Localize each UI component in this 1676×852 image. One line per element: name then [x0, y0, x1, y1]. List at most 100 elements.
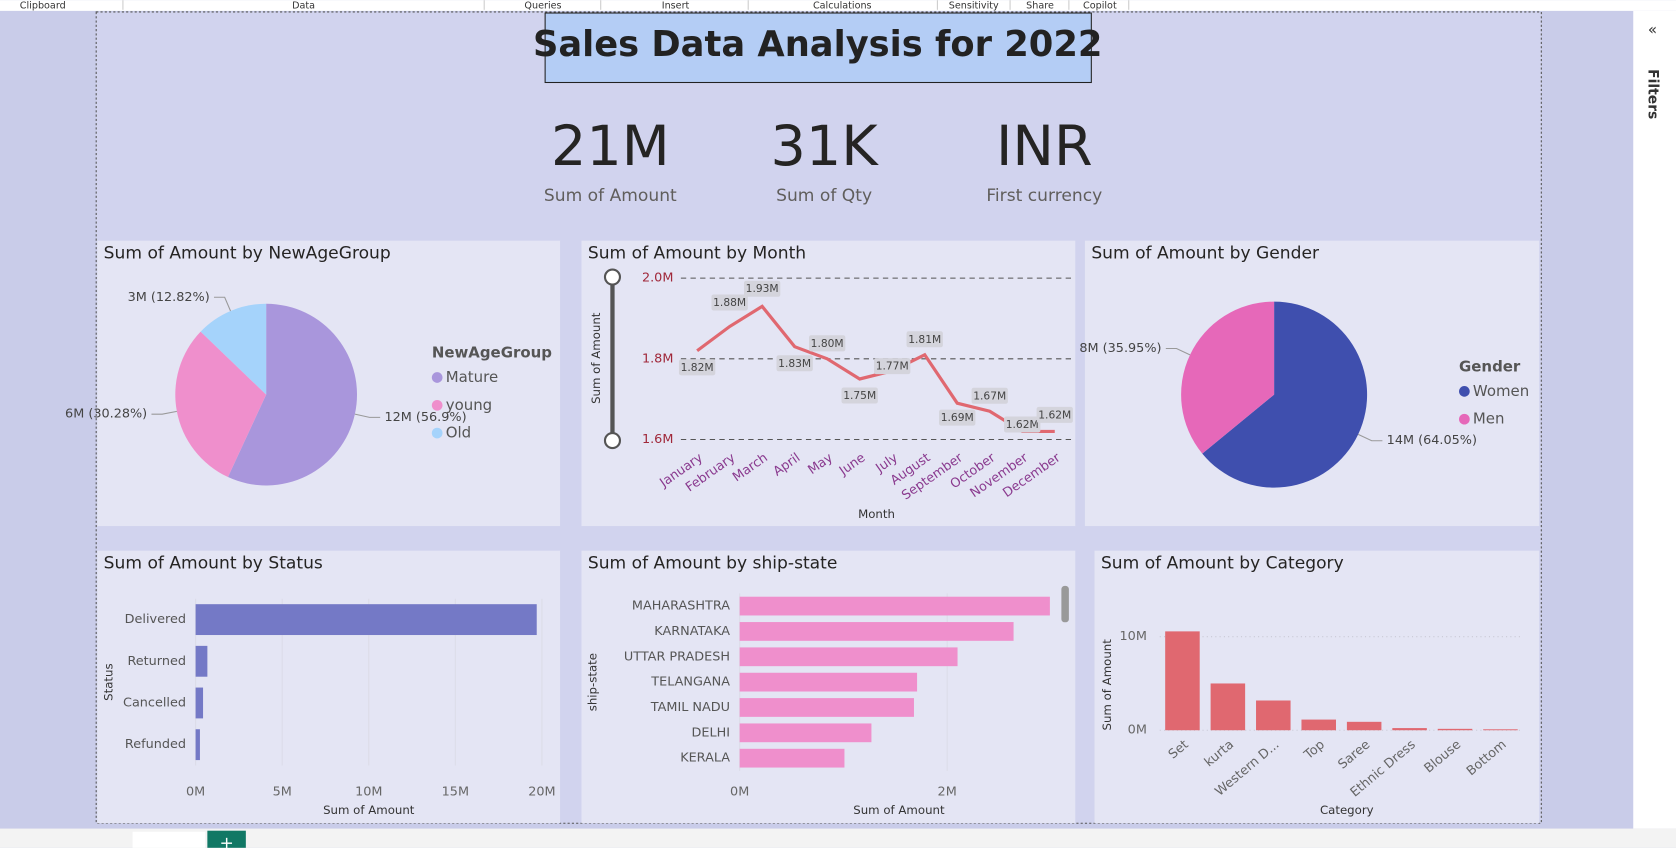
add-page-button[interactable]: [207, 830, 246, 848]
bar[interactable]: [1301, 719, 1336, 731]
y-tick-label: 1.8M: [642, 351, 673, 366]
pie-slice[interactable]: [227, 303, 358, 486]
legend-label[interactable]: Old: [446, 424, 471, 442]
ribbon-labels: Clipboard Data Queries Insert Calculations Se…: [20, 0, 1130, 12]
bar[interactable]: [1437, 728, 1473, 731]
bar[interactable]: [195, 645, 208, 677]
bar[interactable]: [1210, 683, 1246, 731]
bar[interactable]: [1483, 729, 1518, 731]
ribbon-group-label: Share: [1026, 1, 1054, 12]
data-label: 1.62M: [1006, 418, 1039, 431]
y-tick-label: Returned: [127, 654, 186, 669]
data-label: 1.77M: [876, 360, 909, 373]
legend-marker: [431, 372, 443, 383]
y-tick-label: Refunded: [125, 737, 186, 752]
x-tick-label: 5M: [273, 785, 292, 800]
charts: Sum of Amount by NewAgeGroup 12M (56.9%) 6…: [65, 240, 1540, 824]
card-label: Sum of Qty: [776, 186, 872, 206]
y-tick-label: KERALA: [680, 751, 730, 766]
data-label: 6M (30.28%): [65, 407, 147, 422]
data-label-box: [776, 355, 813, 372]
leader-line: [1165, 347, 1191, 356]
pie-slice[interactable]: [175, 331, 267, 478]
visual-title: Sum of Amount by Category: [1101, 553, 1344, 573]
card-value: INR: [996, 114, 1093, 179]
legend-label[interactable]: Women: [1473, 382, 1529, 400]
bar[interactable]: [739, 723, 872, 743]
title-box: [544, 12, 1092, 84]
x-tick-label: 15M: [442, 785, 469, 800]
legend-label[interactable]: Mature: [446, 368, 498, 386]
legend-title: NewAgeGroup: [432, 343, 552, 361]
leader-line: [213, 296, 232, 312]
data-label-box: [906, 331, 943, 348]
bar[interactable]: [195, 687, 204, 719]
x-tick-label: 2M: [938, 785, 957, 800]
y-tick-label: 2.0M: [642, 271, 673, 286]
page-tab[interactable]: [132, 831, 206, 848]
y-axis-title: Sum of Amount: [1100, 639, 1114, 731]
data-label: 1.80M: [811, 337, 844, 350]
add-icon[interactable]: +: [219, 834, 233, 852]
pie-slice[interactable]: [1181, 301, 1275, 454]
y-tick-label: 1.6M: [642, 432, 673, 447]
bar[interactable]: [195, 729, 200, 761]
x-tick-label: 20M: [528, 785, 555, 800]
bar[interactable]: [1392, 728, 1427, 731]
page-bar: [0, 828, 1676, 848]
bar[interactable]: [739, 622, 1014, 641]
y-axis-title: Sum of Amount: [589, 312, 603, 404]
slider-handle[interactable]: [603, 268, 622, 286]
pie-slice[interactable]: [1202, 301, 1368, 488]
bar[interactable]: [1165, 631, 1200, 731]
bar[interactable]: [739, 647, 958, 667]
visual-panel: [97, 550, 561, 824]
slider-handle[interactable]: [603, 432, 622, 450]
data-label: 1.93M: [746, 282, 779, 295]
y-tick-label: KARNATAKA: [654, 624, 730, 639]
filters-pane[interactable]: [1633, 10, 1676, 829]
visual: Sum of Amount by ship-state 0M 2M MAHARASHT…: [581, 550, 1076, 824]
collapse-icon[interactable]: «: [1648, 21, 1657, 39]
y-axis-title: Status: [102, 663, 116, 700]
data-label: 1.81M: [908, 333, 941, 346]
legend-marker: [1459, 386, 1470, 397]
bar[interactable]: [1256, 700, 1291, 731]
x-tick-label: 10M: [355, 785, 382, 800]
filters-label[interactable]: Filters: [1644, 69, 1660, 119]
visual-panel: [581, 240, 1076, 527]
bar[interactable]: [739, 698, 914, 717]
leader-line: [151, 410, 177, 415]
data-label: 1.75M: [843, 389, 876, 402]
visual-title: Sum of Amount by ship-state: [588, 553, 838, 573]
bar[interactable]: [1346, 721, 1382, 731]
data-label-box: [1004, 416, 1041, 433]
data-label-box: [1036, 406, 1073, 423]
pie-slice[interactable]: [200, 303, 267, 395]
data-label: 1.82M: [681, 361, 714, 374]
ribbon-group-label: Sensitivity: [949, 1, 999, 12]
y-tick-label: MAHARASHTRA: [632, 599, 730, 614]
data-label: 12M (56.9%): [384, 410, 466, 425]
ribbon-group-label: Clipboard: [20, 1, 66, 12]
y-tick-label: Cancelled: [123, 695, 186, 710]
card-value: 31K: [771, 114, 880, 179]
scrollbar[interactable]: [1061, 585, 1069, 623]
data-label-box: [841, 387, 878, 404]
data-label: 3M (12.82%): [128, 290, 210, 305]
visual: Sum of Amount by Status 0M 5M 10M 15M 20M Deli…: [97, 550, 561, 824]
y-tick-label: 0M: [1128, 723, 1147, 738]
data-label: 1.62M: [1038, 408, 1071, 421]
data-label-box: [939, 409, 976, 426]
legend-label[interactable]: Men: [1473, 410, 1505, 428]
bar[interactable]: [739, 596, 1050, 616]
bar[interactable]: [195, 604, 537, 636]
data-label-box: [678, 359, 716, 376]
bar[interactable]: [739, 748, 845, 768]
visual-title: Sum of Amount by Month: [588, 244, 806, 264]
x-tick-label: 0M: [730, 785, 749, 800]
bar[interactable]: [739, 672, 918, 692]
legend-label[interactable]: young: [446, 396, 492, 414]
